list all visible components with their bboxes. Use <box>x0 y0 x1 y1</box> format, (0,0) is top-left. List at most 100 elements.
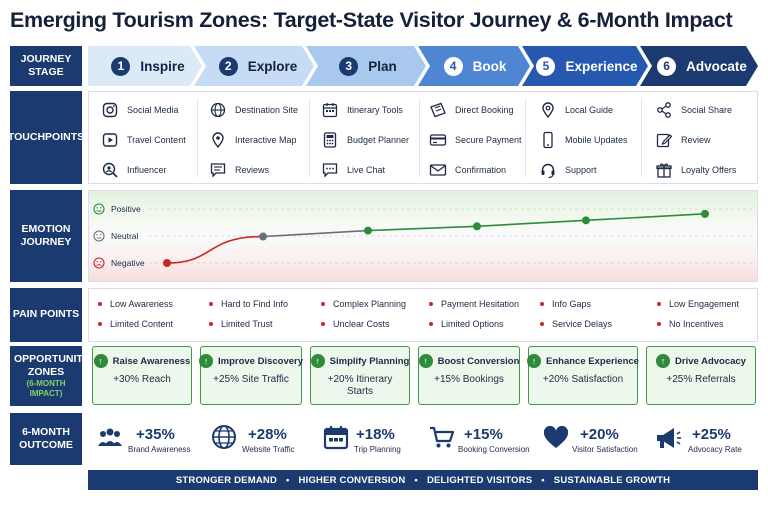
gift-icon <box>656 163 672 178</box>
outcome-value: +15% <box>464 426 503 443</box>
bullet <box>540 302 544 306</box>
opportunity-value: +20% Itinerary Starts <box>327 374 393 397</box>
touchpoint-label: Social Share <box>681 105 733 115</box>
globe-icon <box>212 425 236 449</box>
pain-point-text: Limited Content <box>110 319 174 329</box>
calendar-icon <box>322 103 338 118</box>
stage-number: 6 <box>657 56 677 76</box>
pain-point: Unclear Costs <box>321 319 390 329</box>
opportunity-title: Enhance Experience <box>546 355 639 367</box>
touchpoint-label: Social Media <box>127 105 179 115</box>
row-label-outcome: 6-MONTH OUTCOME <box>10 413 82 465</box>
ticket-icon <box>430 102 446 118</box>
pain-point-text: Low Engagement <box>669 299 740 309</box>
people-icon <box>98 428 122 446</box>
chat-dots-icon <box>322 163 338 178</box>
pain-point-text: Hard to Find Info <box>221 299 289 309</box>
megaphone-icon <box>657 428 681 448</box>
row-label-touchpoints: TOUCHPOINTS <box>8 91 84 184</box>
emotion-point <box>701 209 709 218</box>
bullet <box>321 302 325 306</box>
pain-point: Limited Content <box>98 319 173 329</box>
bullet <box>429 302 433 306</box>
divider <box>419 98 420 177</box>
emotion-level-neutral: Neutral <box>111 231 139 241</box>
emotion-point <box>364 226 372 235</box>
touchpoint-label: Support <box>565 165 597 175</box>
map-pin-icon <box>212 132 224 149</box>
row-label-pain-points: PAIN POINTS <box>10 288 82 342</box>
banner-separator: • <box>286 474 290 486</box>
stage-advocate: 6 Advocate <box>652 46 752 86</box>
stage-name: Plan <box>368 58 397 74</box>
stage-name: Advocate <box>686 58 747 74</box>
bullet <box>321 322 325 326</box>
smile-icon <box>93 203 105 215</box>
opportunity-card-conversion: ↑ Boost Conversion +15% Bookings <box>418 346 520 405</box>
opportunity-title: Simplify Planning <box>329 355 410 367</box>
outcome-label: Visitor Satisfaction <box>572 445 638 454</box>
banner-item: DELIGHTED VISITORS <box>426 474 533 486</box>
page-title: Emerging Tourism Zones: Target-State Vis… <box>10 8 733 32</box>
touchpoint-direct-booking: Direct Booking <box>429 101 514 119</box>
edit-icon <box>656 133 673 148</box>
bullet <box>429 322 433 326</box>
pain-point-text: Payment Hesitation <box>441 299 520 309</box>
divider <box>641 98 642 177</box>
touchpoint-interactive-map: Interactive Map <box>209 131 297 149</box>
pain-point-text: Service Delays <box>552 319 613 329</box>
touchpoints-row: Social Media Travel Content Influencer D… <box>88 91 758 184</box>
stage-explore: 2 Explore <box>210 46 306 86</box>
touchpoint-support: Support <box>539 161 597 179</box>
outcome-visitor-satisfaction: +20% Visitor Satisfaction <box>540 418 646 466</box>
location-icon <box>542 102 554 119</box>
smartphone-icon <box>543 131 553 149</box>
opportunity-card-advocacy: ↑ Drive Advocacy +25% Referrals <box>646 346 756 405</box>
touchpoint-social-share: Social Share <box>655 101 732 119</box>
touchpoint-label: Local Guide <box>565 105 614 115</box>
touchpoint-label: Budget Planner <box>347 135 410 145</box>
touchpoint-review: Review <box>655 131 711 149</box>
pain-points-row: Low Awareness Limited Content Hard to Fi… <box>88 288 758 342</box>
pain-point: Low Awareness <box>98 299 173 309</box>
emotion-segment <box>166 235 264 264</box>
touchpoint-budget-planner: Budget Planner <box>321 131 409 149</box>
bullet <box>98 302 102 306</box>
stage-name: Experience <box>565 58 638 74</box>
bullet <box>657 322 661 326</box>
touchpoint-label: Review <box>681 135 711 145</box>
opportunity-card-planning: ↑ Simplify Planning +20% Itinerary Starts <box>310 346 410 405</box>
outcome-label: Brand Awareness <box>128 445 191 454</box>
touchpoint-social-media: Social Media <box>101 101 179 119</box>
bullet <box>98 322 102 326</box>
pain-point-text: Limited Options <box>441 319 504 329</box>
banner-separator: • <box>541 474 545 486</box>
row-label-journey-stage: JOURNEY STAGE <box>10 46 82 86</box>
credit-card-icon <box>429 134 447 146</box>
opportunity-title: Improve Discovery <box>218 355 304 367</box>
touchpoint-label: Direct Booking <box>455 105 514 115</box>
banner-item: STRONGER DEMAND <box>175 474 278 486</box>
stage-plan: 3 Plan <box>320 46 416 86</box>
banner-separator: • <box>414 474 418 486</box>
frown-icon <box>93 257 105 269</box>
outcome-label: Booking Conversion <box>458 445 530 454</box>
opportunity-value: +25% Referrals <box>666 374 736 385</box>
stage-number: 3 <box>339 56 359 76</box>
row-label-opportunity: OPPORTUNITY ZONES (6-MONTH IMPACT) <box>10 346 90 406</box>
touchpoint-influencer: Influencer <box>101 161 167 179</box>
touchpoint-live-chat: Live Chat <box>321 161 385 179</box>
touchpoint-label: Influencer <box>127 165 167 175</box>
touchpoint-mobile-updates: Mobile Updates <box>539 131 628 149</box>
opportunity-card-awareness: ↑ Raise Awareness +30% Reach <box>92 346 192 405</box>
opportunity-title: Raise Awareness <box>112 355 191 367</box>
arrow-up-icon: ↑ <box>310 354 325 368</box>
emotion-curve <box>163 209 709 267</box>
play-icon <box>102 133 118 147</box>
touchpoint-label: Itinerary Tools <box>347 105 403 115</box>
outcome-trip-planning: +18% Trip Planning <box>320 418 420 466</box>
touchpoint-destination-site: Destination Site <box>209 101 298 119</box>
pain-point: Low Engagement <box>657 299 739 309</box>
row-label-emotion: EMOTION JOURNEY <box>10 190 82 282</box>
pain-point: Hard to Find Info <box>209 299 288 309</box>
